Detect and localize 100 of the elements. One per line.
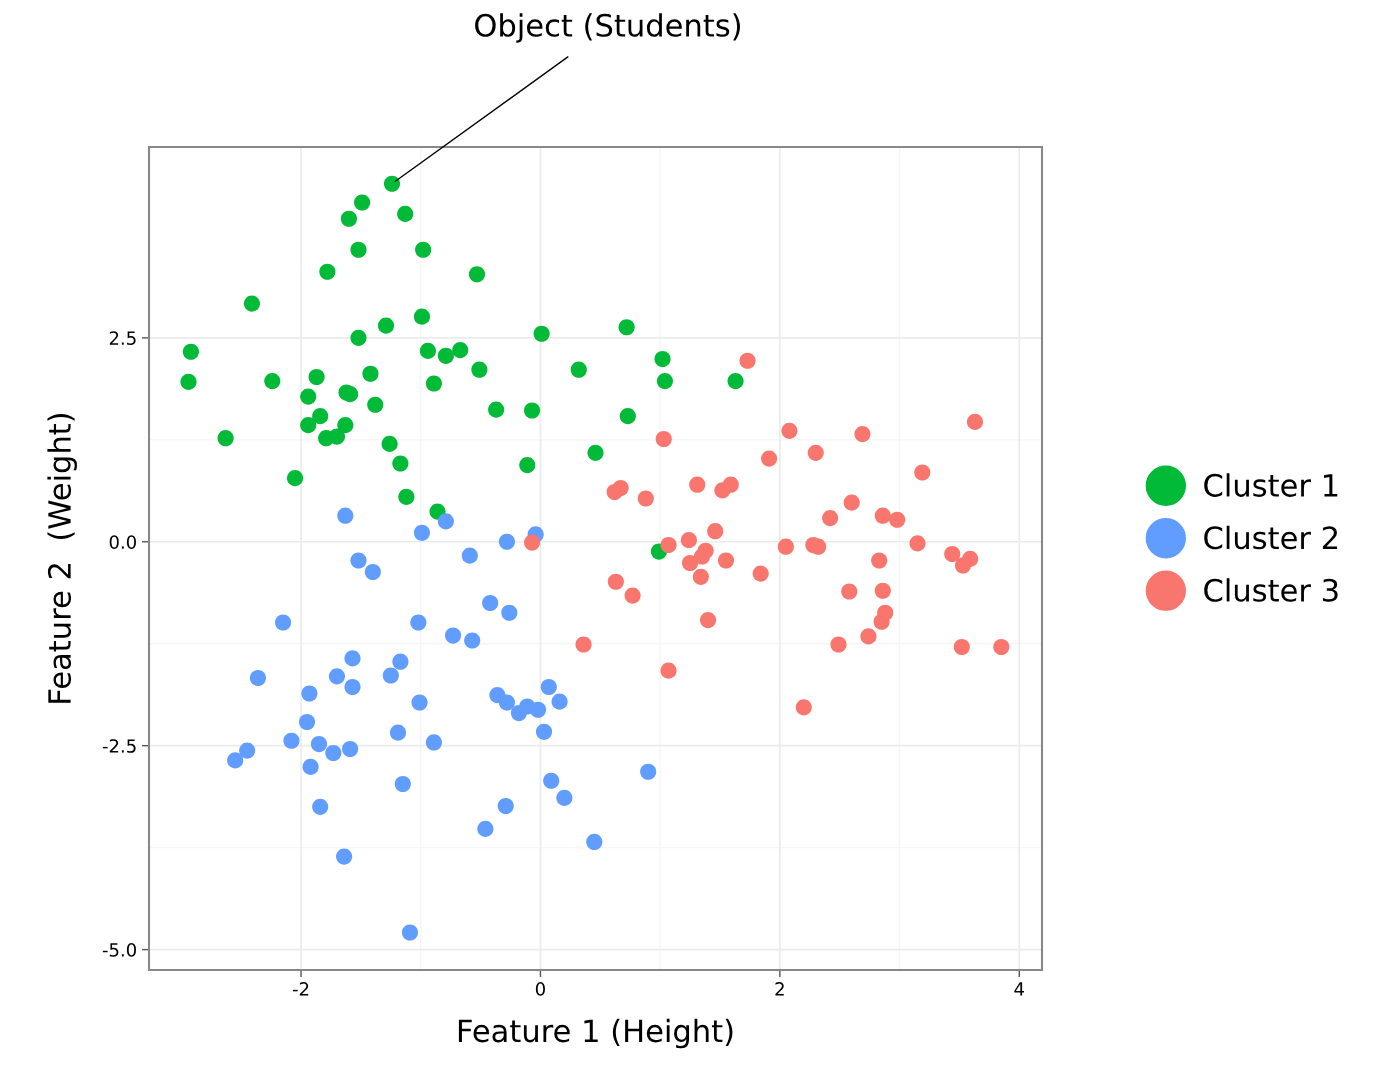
point — [344, 650, 361, 667]
point — [954, 557, 972, 574]
point — [394, 775, 411, 793]
point — [739, 352, 756, 369]
x-tick-label: -2 — [292, 982, 309, 996]
point — [308, 368, 325, 386]
point — [243, 295, 261, 312]
point — [660, 662, 677, 679]
point — [461, 547, 478, 564]
point — [389, 724, 407, 741]
x-axis-title: Feature 1 (Height) — [458, 1018, 733, 1049]
x-tick-label: 2 — [775, 982, 784, 996]
point — [551, 693, 568, 710]
point — [655, 430, 672, 448]
point — [354, 194, 371, 211]
point — [350, 329, 367, 346]
point — [411, 694, 428, 711]
point — [807, 444, 824, 461]
point — [619, 408, 636, 425]
point — [680, 532, 697, 549]
point — [612, 479, 629, 497]
point — [654, 351, 671, 368]
x-tick-label: 4 — [1014, 982, 1024, 996]
point — [364, 563, 381, 581]
point — [909, 535, 926, 552]
point — [795, 699, 812, 716]
point — [523, 402, 541, 419]
point — [377, 317, 395, 334]
point — [689, 476, 706, 493]
point — [682, 554, 699, 572]
point — [413, 524, 430, 541]
point — [519, 457, 536, 474]
point — [415, 241, 432, 258]
point — [350, 552, 367, 569]
annotation: Object (Students) — [475, 13, 741, 43]
point — [182, 343, 199, 360]
point — [874, 507, 891, 524]
point — [586, 833, 603, 851]
point — [468, 266, 486, 283]
point — [993, 638, 1010, 656]
y-axis-title: Feature 2 (Weight) — [47, 413, 77, 703]
point — [401, 924, 419, 941]
y-tick-label: 2.5 — [109, 331, 136, 345]
point — [328, 428, 346, 445]
point — [249, 669, 266, 687]
legend-label: Cluster 1 — [1204, 473, 1338, 497]
point — [413, 308, 430, 325]
point — [383, 175, 401, 192]
point — [437, 513, 454, 530]
point — [543, 772, 560, 789]
point — [239, 742, 256, 759]
point — [319, 263, 336, 280]
point — [914, 464, 931, 481]
point — [392, 455, 409, 472]
point — [497, 797, 514, 815]
point — [830, 636, 847, 653]
point — [889, 511, 906, 528]
point — [498, 533, 515, 550]
point — [275, 614, 292, 631]
point — [822, 510, 839, 527]
point — [841, 583, 858, 600]
point — [692, 568, 709, 585]
point — [482, 594, 499, 612]
point — [843, 494, 860, 511]
point — [217, 430, 234, 447]
point — [556, 789, 573, 806]
point — [301, 685, 318, 702]
point — [722, 476, 739, 493]
point — [873, 613, 890, 630]
point — [752, 565, 769, 582]
point — [227, 752, 244, 769]
point — [452, 342, 469, 359]
point — [618, 319, 635, 336]
point — [264, 373, 281, 390]
point — [523, 534, 541, 551]
point — [717, 552, 735, 569]
point — [587, 444, 604, 461]
point — [410, 614, 427, 631]
point — [660, 536, 677, 554]
point — [381, 435, 398, 452]
point — [398, 488, 415, 505]
point — [953, 638, 970, 656]
point — [444, 627, 462, 644]
point — [340, 210, 357, 227]
point — [656, 373, 673, 390]
point — [777, 538, 794, 555]
point — [180, 373, 197, 390]
point — [854, 426, 871, 443]
point — [312, 798, 329, 815]
point — [707, 523, 724, 540]
point — [697, 542, 714, 559]
point — [624, 587, 641, 604]
point — [337, 417, 354, 434]
point — [425, 734, 442, 751]
point — [874, 582, 891, 599]
point — [392, 653, 409, 670]
point — [498, 694, 515, 711]
point — [727, 373, 744, 390]
point — [342, 740, 359, 758]
point — [328, 668, 346, 685]
